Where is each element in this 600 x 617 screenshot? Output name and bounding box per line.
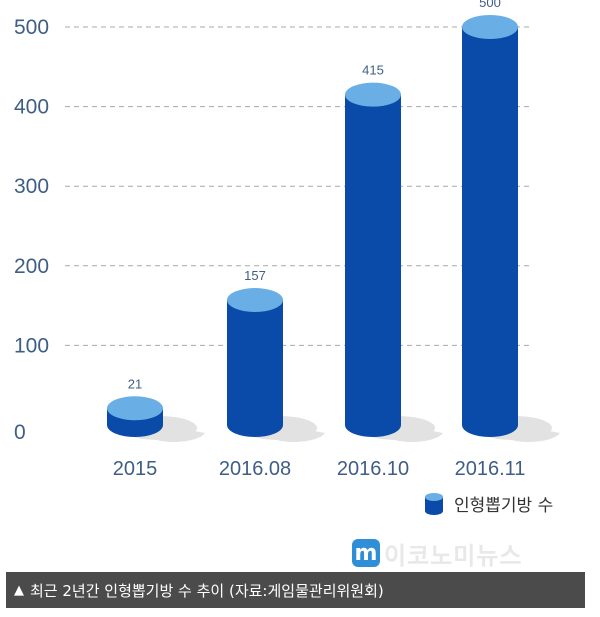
publisher-logo: m 이코노미뉴스: [352, 537, 523, 570]
y-tick-label: 0: [14, 421, 26, 444]
x-tick-label: 2015: [113, 458, 158, 480]
data-label: 21: [128, 376, 142, 391]
y-tick-label: 500: [14, 16, 49, 39]
bar-2016.08: [227, 300, 283, 437]
caption-text: 최근 2년간 인형뽑기방 수 추이 (자료:게임물관리위원회): [30, 581, 384, 600]
y-tick-label: 400: [14, 96, 49, 119]
legend: 인형뽑기방 수: [425, 493, 553, 516]
caption-bar: ▲ 최근 2년간 인형뽑기방 수 추이 (자료:게임물관리위원회): [6, 572, 585, 608]
x-tick-label: 2016.11: [455, 458, 526, 480]
bar-2016.10: [345, 94, 401, 437]
bar-top-2015: [107, 396, 163, 421]
caption-marker: ▲: [14, 582, 24, 598]
y-tick-label: 300: [14, 175, 49, 198]
bar-top-2016.11: [462, 15, 518, 39]
x-tick-label: 2016.08: [219, 458, 291, 480]
x-tick-label: 2016.10: [337, 458, 409, 480]
y-tick-label: 100: [14, 334, 49, 357]
bars: [107, 15, 518, 437]
logo-mark: m: [352, 539, 380, 567]
grid-lines: [65, 26, 530, 346]
data-label: 415: [362, 63, 384, 78]
y-tick-label: 200: [14, 255, 49, 278]
legend-swatch: [425, 497, 443, 515]
bar-top-2016.08: [227, 288, 283, 313]
legend-label: 인형뽑기방 수: [454, 496, 553, 516]
y-axis-ticks: 0 100 200 300 400 500: [14, 16, 49, 444]
data-label: 500: [479, 0, 501, 10]
bar-2016.11: [462, 27, 518, 437]
x-axis-ticks: 2015 2016.08 2016.10 2016.11: [113, 458, 526, 480]
logo-text: 이코노미뉴스: [384, 541, 523, 570]
data-label: 157: [244, 268, 266, 283]
legend-swatch-top: [425, 493, 443, 501]
bar-top-2016.10: [345, 82, 401, 107]
data-labels: 21 157 415 500: [128, 0, 501, 391]
